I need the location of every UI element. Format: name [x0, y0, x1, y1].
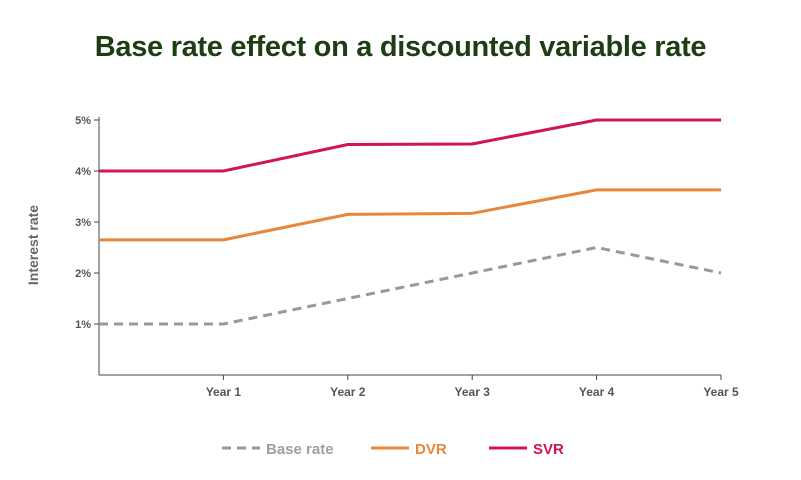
legend-label: DVR — [415, 441, 447, 458]
x-tick-label: Year 1 — [206, 385, 242, 399]
series-line-svr — [99, 118, 721, 173]
series-line-dvr — [99, 188, 721, 242]
y-tick-label: 4% — [75, 166, 91, 178]
series-line-base-rate — [99, 246, 722, 326]
legend-label: Base rate — [266, 441, 334, 458]
x-tick-label: Year 5 — [703, 385, 739, 399]
legend: Base rate DVR SVR — [222, 441, 564, 458]
series-layer — [99, 118, 722, 326]
x-tick-label: Year 3 — [455, 385, 491, 399]
y-axis-label: Interest rate — [25, 205, 41, 285]
y-tick-label: 5% — [75, 115, 91, 127]
legend-label: SVR — [533, 441, 564, 458]
y-tick-label: 3% — [75, 217, 91, 229]
y-tick-label: 2% — [75, 268, 91, 280]
x-tick-label: Year 4 — [579, 385, 615, 399]
x-tick-label: Year 2 — [330, 385, 366, 399]
y-tick-label: 1% — [75, 319, 91, 331]
axes: 1% 2% 3% 4% 5% Year 1 Year 2 Year 3 Year 4 Year 5 — [75, 115, 739, 399]
chart-title: Base rate effect on a discounted variabl… — [94, 31, 707, 63]
